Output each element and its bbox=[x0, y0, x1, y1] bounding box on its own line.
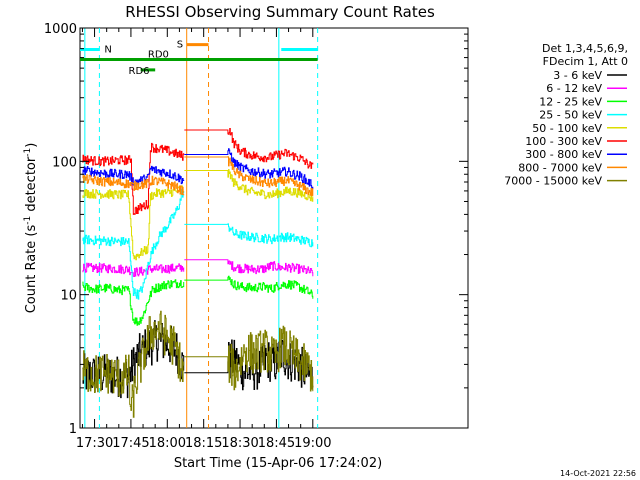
y-tick-label: 1000 bbox=[44, 22, 77, 37]
legend-label: 12 - 25 keV bbox=[539, 95, 602, 108]
chart-title: RHESSI Observing Summary Count Rates bbox=[125, 3, 435, 21]
x-tick-label: 18:30 bbox=[221, 436, 258, 451]
series-line-4-after-gap bbox=[184, 169, 314, 202]
x-tick-label: 18:00 bbox=[149, 436, 186, 451]
flag-bars: N RD0 RD6 S bbox=[80, 40, 318, 77]
y-axis-label-part: ) bbox=[24, 143, 39, 148]
y-tick-label: 100 bbox=[52, 155, 77, 170]
x-tick-label: 18:45 bbox=[258, 436, 295, 451]
legend: Det 1,3,4,5,6,9, FDecim 1, Att 0 3 - 6 k… bbox=[504, 42, 628, 188]
legend-title-line1: Det 1,3,4,5,6,9, bbox=[542, 42, 628, 55]
series-line-2-before-gap bbox=[82, 279, 185, 326]
y-axis: 1 10 100 1000 bbox=[44, 22, 468, 437]
timestamp: 14-Oct-2021 22:56 bbox=[560, 469, 636, 478]
legend-label: 25 - 50 keV bbox=[539, 109, 602, 122]
series-line-3-before-gap bbox=[82, 188, 185, 300]
series-line-6-before-gap bbox=[82, 165, 185, 187]
y-tick-label: 10 bbox=[60, 289, 77, 304]
series-line-7-after-gap bbox=[184, 156, 314, 197]
series-line-8-after-gap bbox=[184, 325, 314, 392]
series-line-8-before-gap bbox=[82, 310, 185, 418]
series-line-4-before-gap bbox=[82, 185, 185, 261]
x-tick-label: 17:30 bbox=[76, 436, 113, 451]
legend-label: 6 - 12 keV bbox=[546, 82, 602, 95]
y-axis-label-superscript: -1 bbox=[23, 148, 33, 157]
x-tick-label: 19:00 bbox=[294, 436, 331, 451]
plot-frame bbox=[79, 27, 469, 429]
legend-title-line2: FDecim 1, Att 0 bbox=[543, 55, 628, 68]
flag-label-rd6: RD6 bbox=[129, 66, 150, 77]
x-axis-label: Start Time (15-Apr-06 17:24:02) bbox=[174, 456, 382, 471]
legend-label: 300 - 800 keV bbox=[525, 148, 602, 161]
series-line-3-after-gap bbox=[184, 223, 314, 248]
y-axis-label-superscript: -1 bbox=[23, 216, 33, 225]
plot-area: N RD0 RD6 S bbox=[79, 27, 469, 429]
flag-label-n: N bbox=[104, 44, 111, 55]
series-group bbox=[82, 128, 314, 418]
legend-label: 100 - 300 keV bbox=[525, 135, 602, 148]
series-line-7-before-gap bbox=[82, 174, 185, 196]
y-axis-label: Count Rate (s-1 detector-1) bbox=[23, 143, 39, 314]
series-line-2-after-gap bbox=[184, 275, 314, 299]
legend-label: 50 - 100 keV bbox=[532, 122, 602, 135]
legend-label: 800 - 7000 keV bbox=[518, 161, 602, 174]
y-tick-label: 1 bbox=[69, 422, 77, 437]
series-line-1-before-gap bbox=[82, 262, 185, 277]
flag-label-rd0: RD0 bbox=[148, 50, 169, 61]
legend-label: 7000 - 15000 keV bbox=[504, 175, 602, 188]
y-axis-label-part: detector bbox=[24, 156, 39, 216]
series-line-5-after-gap bbox=[184, 128, 314, 169]
series-line-6-after-gap bbox=[184, 148, 314, 189]
x-tick-label: 18:15 bbox=[185, 436, 222, 451]
y-axis-label-part: Count Rate (s bbox=[24, 225, 39, 314]
series-line-1-after-gap bbox=[184, 259, 314, 277]
series-line-5-before-gap bbox=[82, 142, 185, 215]
x-tick-label: 17:45 bbox=[112, 436, 149, 451]
flag-label-s: S bbox=[177, 40, 183, 51]
legend-label: 3 - 6 keV bbox=[553, 69, 602, 82]
